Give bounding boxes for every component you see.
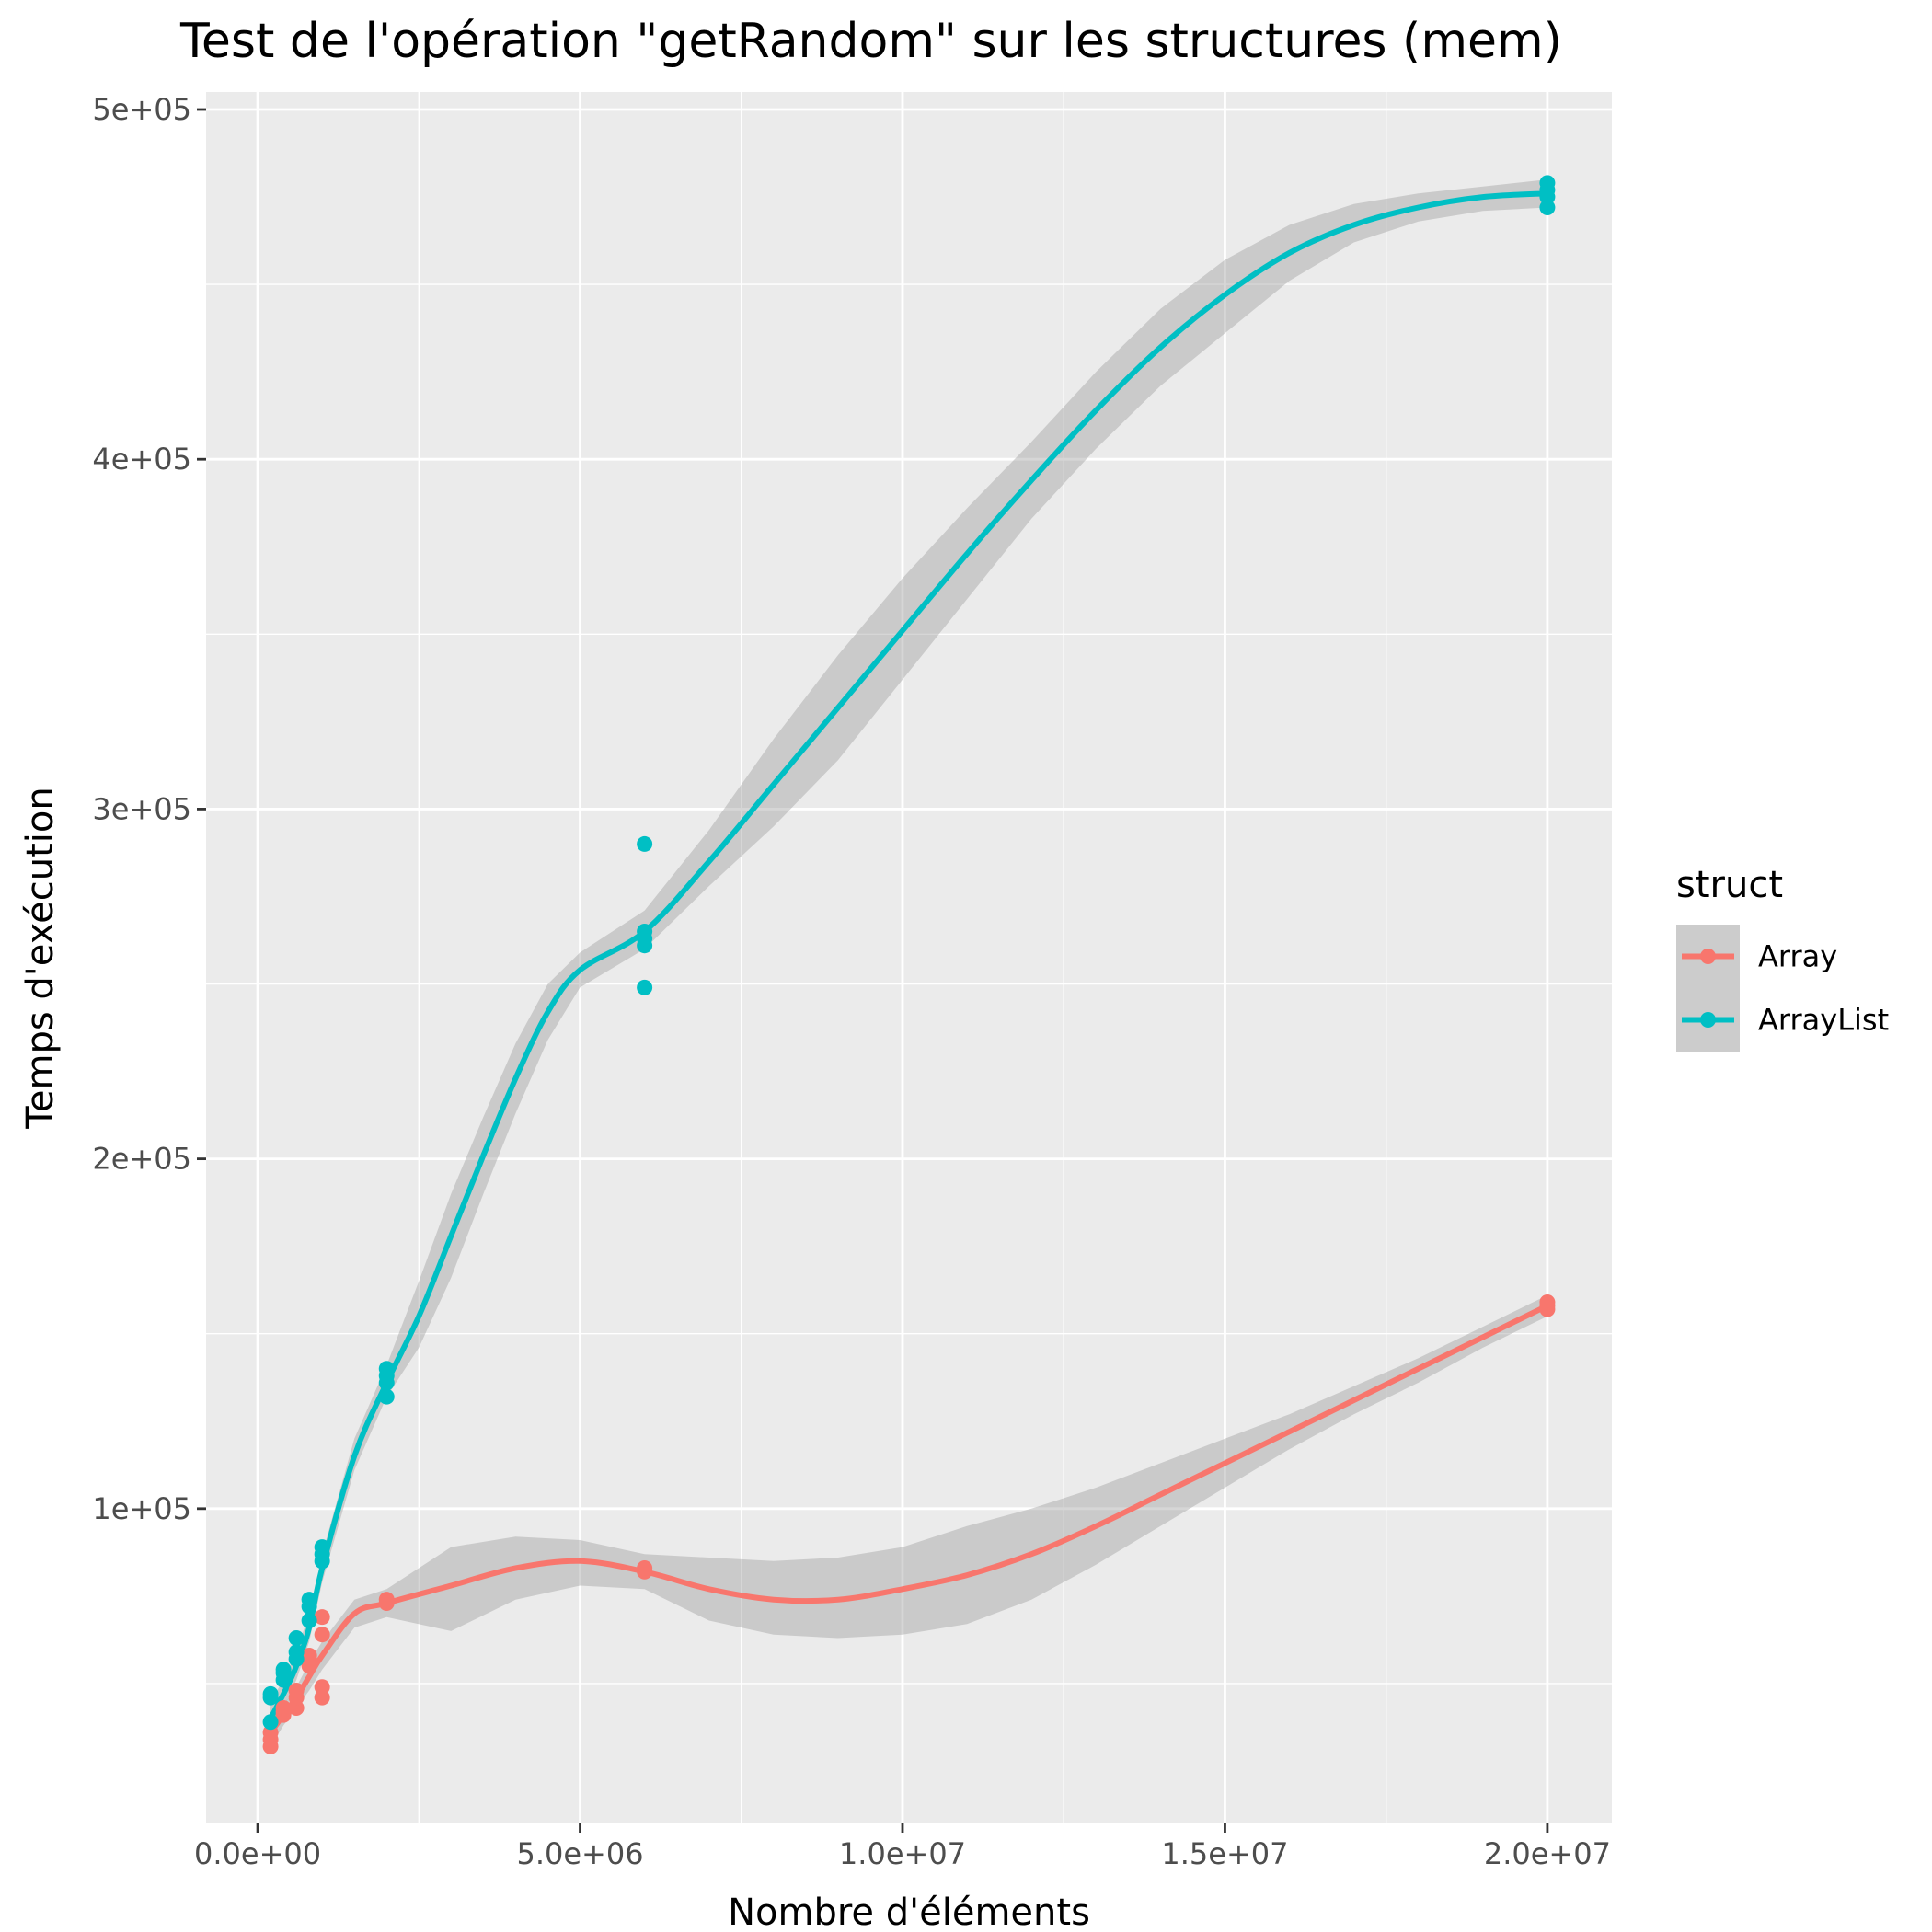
grid-minor: [206, 92, 1612, 1823]
point-arraylist: [314, 1539, 330, 1556]
smooth-line-array: [268, 1303, 1549, 1734]
legend-label-array: Array: [1758, 939, 1837, 974]
point-arraylist: [637, 979, 653, 995]
point-arraylist: [262, 1685, 279, 1702]
y-tick-label: 2e+05: [92, 1142, 191, 1177]
data-points: [262, 175, 1556, 1754]
point-arraylist: [275, 1662, 292, 1678]
point-arraylist: [378, 1388, 395, 1405]
chart-title: Test de l'opération "getRandom" sur les …: [179, 14, 1562, 69]
point-arraylist: [378, 1361, 395, 1377]
point-array: [275, 1700, 292, 1717]
smooth-line-arraylist: [268, 190, 1548, 1720]
y-axis: 1e+05 2e+05 3e+05 4e+05 5e+05: [92, 92, 206, 1526]
point-arraylist: [1539, 175, 1556, 191]
legend-title: struct: [1676, 864, 1783, 906]
point-array: [1539, 1294, 1556, 1310]
point-array: [301, 1648, 317, 1664]
point-arraylist: [301, 1612, 317, 1628]
point-array: [378, 1592, 395, 1608]
x-tick-label: 1.5e+07: [1161, 1836, 1288, 1871]
y-tick-label: 3e+05: [92, 791, 191, 826]
point-arraylist: [301, 1592, 317, 1608]
smooth-lines: [268, 190, 1549, 1734]
x-axis: 0.0e+00 5.0e+06 1.0e+07 1.5e+07 2.0e+07: [194, 1823, 1611, 1871]
point-arraylist: [262, 1714, 279, 1731]
legend-key-background: [1676, 925, 1740, 1052]
legend-label-arraylist: ArrayList: [1758, 1003, 1889, 1038]
x-tick-label: 2.0e+07: [1484, 1836, 1611, 1871]
legend-key-point-array: [1700, 949, 1716, 964]
x-tick-label: 5.0e+06: [516, 1836, 643, 1871]
y-tick-label: 5e+05: [92, 92, 191, 127]
y-tick-label: 1e+05: [92, 1491, 191, 1526]
legend: struct Array ArrayList: [1676, 864, 1889, 1052]
plot-panel: [206, 92, 1612, 1823]
point-array: [314, 1679, 330, 1696]
point-array: [314, 1627, 330, 1643]
legend-key-point-arraylist: [1700, 1012, 1716, 1028]
x-axis-title: Nombre d'éléments: [728, 1892, 1090, 1932]
x-tick-label: 0.0e+00: [194, 1836, 321, 1871]
point-array: [314, 1609, 330, 1626]
y-axis-title: Temps d'exécution: [19, 787, 62, 1129]
x-tick-label: 1.0e+07: [839, 1836, 966, 1871]
point-arraylist: [637, 835, 653, 852]
point-arraylist: [288, 1629, 305, 1646]
point-arraylist: [288, 1644, 305, 1661]
point-array: [637, 1559, 653, 1576]
point-arraylist: [637, 923, 653, 939]
grid-major: [206, 92, 1612, 1823]
y-tick-label: 4e+05: [92, 442, 191, 477]
point-array: [288, 1683, 305, 1699]
